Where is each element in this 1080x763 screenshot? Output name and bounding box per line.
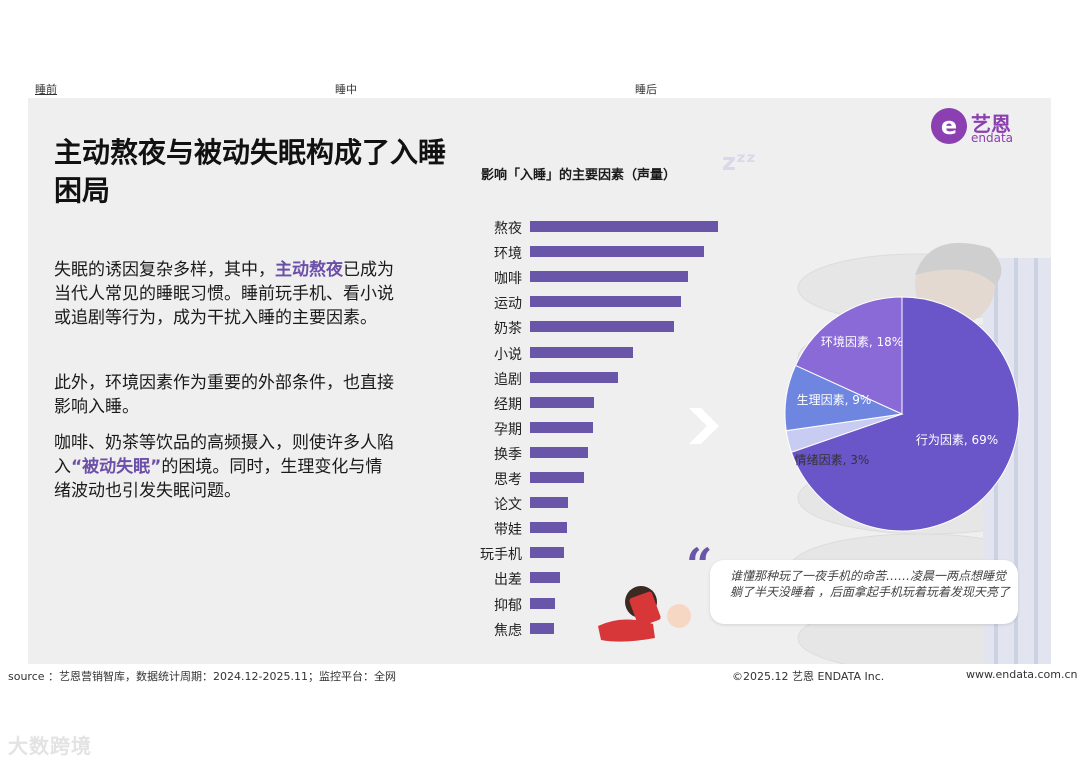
bar <box>530 221 718 232</box>
chevron-right-icon <box>689 408 719 444</box>
bar-label: 奶茶 <box>494 321 522 338</box>
para3-text-b: 的困境。同时，生理变化与情绪波动也引发失眠问题。 <box>54 457 383 501</box>
endata-logo-mark: e <box>931 108 967 144</box>
bar <box>530 547 564 559</box>
quote-icon: “ <box>686 538 713 592</box>
bar <box>530 497 568 509</box>
bar <box>530 296 681 308</box>
bar-label: 抑郁 <box>494 597 522 614</box>
bar-label: 熬夜 <box>494 221 522 237</box>
bar-label: 玩手机 <box>480 547 522 564</box>
bar <box>530 396 594 408</box>
section-tabs: 睡前 睡中 睡后 <box>0 80 1080 98</box>
pie-label: 环境因素, 18% <box>821 334 903 349</box>
bar-label: 经期 <box>494 396 522 413</box>
bar-label: 小说 <box>494 346 522 363</box>
pie-chart: 行为因素, 69% 情绪因素, 3% 生理因素, 9% 环境因素, 18% <box>784 296 1020 532</box>
bar-label: 论文 <box>494 497 522 514</box>
bar <box>530 271 688 283</box>
logo-cn: 艺恩 <box>971 112 1011 136</box>
bar <box>530 572 560 584</box>
bar-label: 孕期 <box>494 421 522 438</box>
paragraph-3: 咖啡、奶茶等饮品的高频摄入，则使许多人陷入“被动失眠”的困境。同时，生理变化与情… <box>54 431 399 503</box>
bar <box>530 346 633 358</box>
bar <box>530 321 674 333</box>
pie-label: 情绪因素, 3% <box>795 453 870 467</box>
endata-logo: e 艺恩 endata <box>931 106 1041 146</box>
quote-text: 谁懂那种玩了一夜手机的命苦……凌晨一两点想睡觉 躺了半天没睡着 ，后面拿起手机玩… <box>730 569 1010 599</box>
pie-label: 生理因素, 9% <box>797 393 872 407</box>
pie-label: 行为因素, 69% <box>916 433 998 447</box>
bar <box>530 371 618 383</box>
paragraph-2: 此外，环境因素作为重要的外部条件，也直接影响入睡。 <box>54 373 394 417</box>
footer-source: source ：艺恩营销智库，数据统计周期：2024.12-2025.11；监控… <box>8 670 396 683</box>
bar <box>530 522 567 534</box>
quote-bubble: 谁懂那种玩了一夜手机的命苦……凌晨一两点想睡觉 躺了半天没睡着 ，后面拿起手机玩… <box>710 560 1018 624</box>
footer-copyright: ©2025.12 艺恩 ENDATA Inc. <box>732 670 885 683</box>
highlight-active-late-night: 主动熬夜 <box>275 260 343 280</box>
pie-slice <box>794 296 903 415</box>
logo-en: endata <box>971 131 1014 145</box>
girl-with-phone-icon <box>598 586 691 642</box>
bar <box>530 421 593 433</box>
tab-before-sleep[interactable]: 睡前 <box>35 83 57 96</box>
bar <box>530 446 588 458</box>
footer-url[interactable]: www.endata.com.cn <box>966 668 1078 681</box>
content-panel: e 艺恩 endata 主动熬夜与被动失眠构成了入睡困局 失眠的诱因复杂多样，其… <box>28 98 1051 664</box>
bar-label: 运动 <box>494 296 522 313</box>
bar <box>530 472 584 483</box>
bar-label: 焦虑 <box>494 622 522 639</box>
watermark: 大数跨境 <box>8 734 92 758</box>
highlight-passive-insomnia: “被动失眠” <box>71 457 162 477</box>
bar <box>530 246 704 258</box>
tab-during-sleep[interactable]: 睡中 <box>335 83 357 96</box>
para1-text-a: 失眠的诱因复杂多样，其中， <box>54 260 275 280</box>
bar-label: 环境 <box>494 246 522 263</box>
page-title: 主动熬夜与被动失眠构成了入睡困局 <box>54 136 447 207</box>
bar-label: 换季 <box>494 446 522 463</box>
bar-label: 思考 <box>494 472 522 488</box>
chart-title: 影响「入睡」的主要因素（声量） <box>481 168 677 183</box>
para3-text-a: 咖啡、奶茶等饮品的高频摄入，则使许多人陷入 <box>54 433 394 477</box>
bar-label: 追剧 <box>494 371 522 388</box>
pie-slice <box>790 296 1020 532</box>
para1-text-b: 已成为当代人常见的睡眠习惯。睡前玩手机、看小说或追剧等行为，成为干扰入睡的主要因… <box>54 260 394 328</box>
zzz-icon: zᶻᶻ <box>722 148 757 176</box>
bar-label: 带娃 <box>494 522 522 539</box>
paragraph-1: 失眠的诱因复杂多样，其中，主动熬夜已成为当代人常见的睡眠习惯。睡前玩手机、看小说… <box>54 258 399 330</box>
tab-after-sleep[interactable]: 睡后 <box>635 83 657 96</box>
bar-label: 出差 <box>494 572 522 589</box>
bar <box>530 597 555 609</box>
bar-label: 咖啡 <box>494 271 522 288</box>
bar <box>530 622 554 634</box>
